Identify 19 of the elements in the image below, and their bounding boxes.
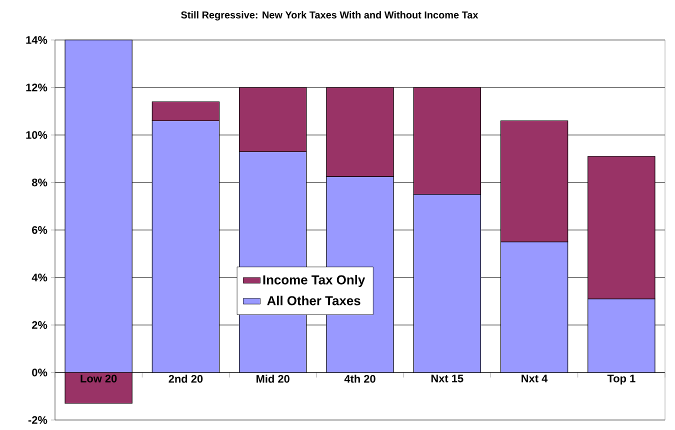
x-tick-label: Top 1	[607, 374, 636, 385]
chart-title: Still Regressive: New York Taxes With and Without Income Tax	[181, 11, 478, 20]
y-tick-label: 4%	[32, 274, 48, 282]
y-tick-label: -2%	[28, 416, 48, 424]
y-tick-label: 10%	[26, 131, 48, 139]
x-tick-label: Mid 20	[256, 374, 290, 383]
y-tick-label: 12%	[26, 84, 48, 92]
y-tick-label: 0%	[32, 368, 48, 376]
y-tick-label: 6%	[32, 226, 48, 234]
x-tick-label: 2nd 20	[168, 374, 203, 383]
y-tick-label: 8%	[32, 178, 48, 186]
y-tick-label: 14%	[26, 36, 48, 44]
y-tick-label: 2%	[32, 321, 48, 329]
x-tick-label: 4th 20	[344, 374, 376, 383]
x-tick-label: Nxt 15	[431, 374, 464, 382]
legend-label: Income Tax Only	[263, 274, 366, 287]
x-tick-label: Low 20	[80, 374, 117, 382]
x-tick-label: Nxt 4	[522, 374, 548, 382]
legend-label: All Other Taxes	[267, 296, 360, 306]
